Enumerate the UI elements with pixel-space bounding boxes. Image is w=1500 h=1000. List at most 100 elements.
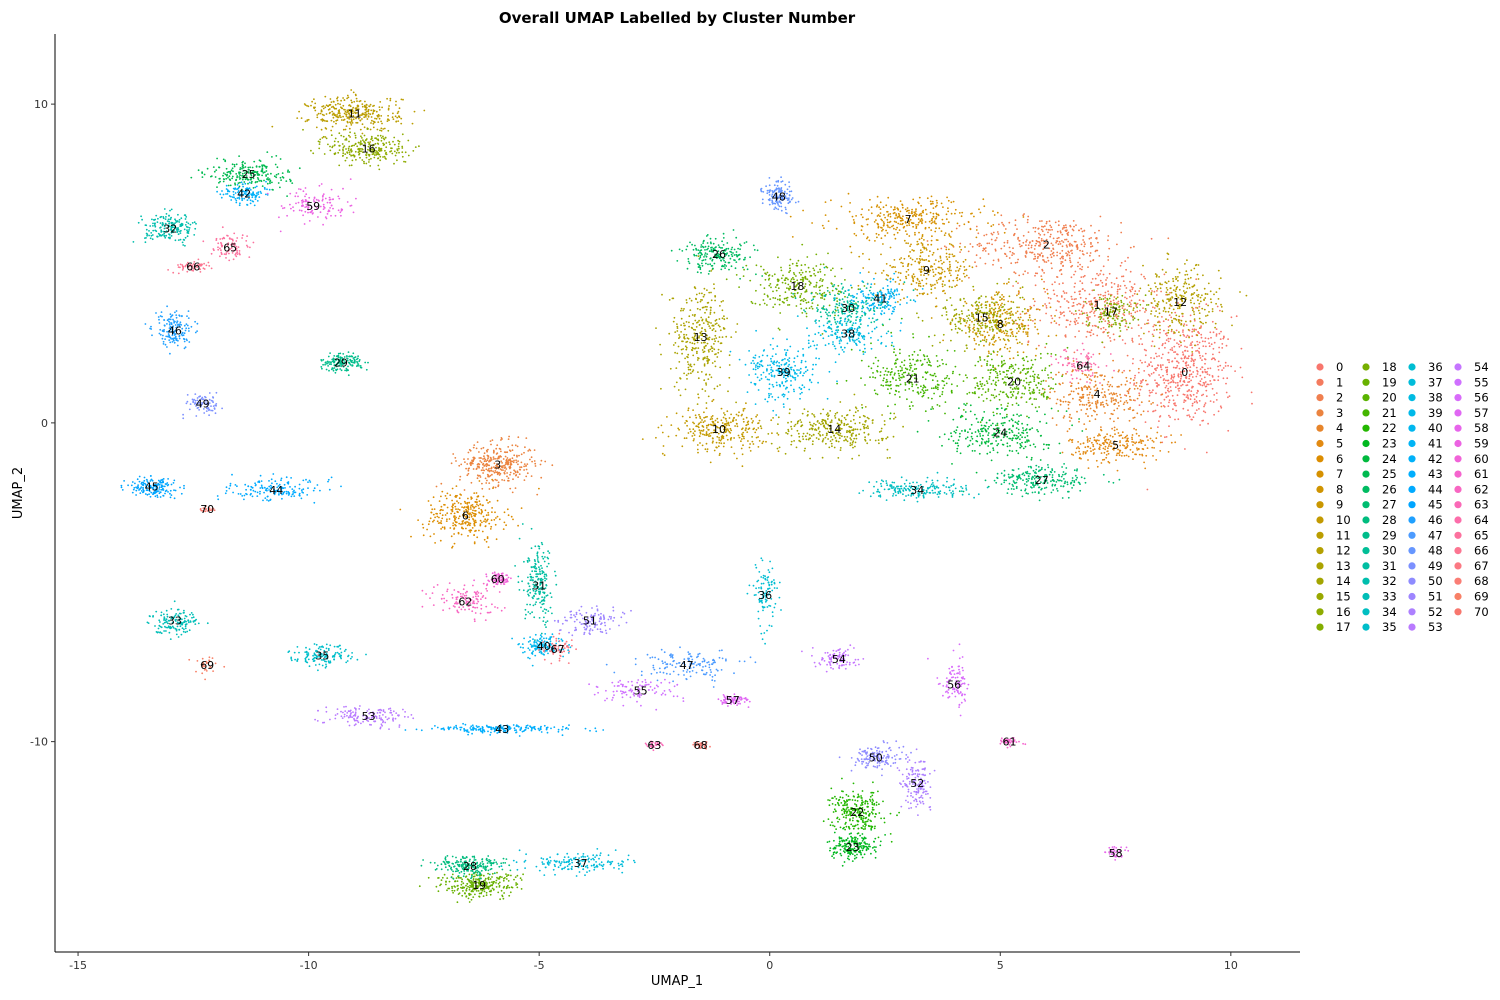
data-point <box>336 114 338 116</box>
data-point <box>337 109 340 112</box>
data-point <box>1180 319 1183 322</box>
data-point <box>1218 351 1221 354</box>
data-point <box>655 436 657 439</box>
data-point <box>1095 371 1098 374</box>
data-point <box>1109 440 1112 442</box>
data-point <box>1191 341 1194 343</box>
data-point <box>1180 375 1183 378</box>
data-point <box>1104 445 1107 448</box>
data-point <box>1073 240 1076 243</box>
data-point <box>1022 351 1025 354</box>
data-point <box>469 522 472 525</box>
data-point <box>675 381 678 384</box>
data-point <box>1212 347 1215 350</box>
data-point <box>698 324 701 326</box>
data-point <box>1046 256 1049 259</box>
data-point <box>1053 254 1055 257</box>
data-point <box>902 425 904 428</box>
data-point <box>1135 428 1137 431</box>
data-point <box>948 267 951 269</box>
data-point <box>941 314 943 317</box>
data-point <box>701 306 704 309</box>
data-point <box>491 511 493 513</box>
data-point <box>850 251 853 254</box>
data-point <box>1129 377 1132 380</box>
data-point <box>903 257 906 260</box>
data-point <box>1186 394 1189 396</box>
data-point <box>975 304 978 307</box>
data-point <box>1184 281 1187 283</box>
data-point <box>1160 405 1163 408</box>
data-point <box>306 104 308 107</box>
data-point <box>440 528 442 530</box>
data-point <box>748 427 751 430</box>
data-point <box>481 530 484 533</box>
data-point <box>975 343 977 345</box>
data-point <box>802 432 805 435</box>
data-point <box>827 220 830 223</box>
data-point <box>966 315 968 317</box>
data-point <box>473 506 476 509</box>
data-point <box>487 514 490 516</box>
data-point <box>977 232 980 235</box>
data-point <box>834 417 837 419</box>
data-point <box>1035 308 1038 311</box>
data-point <box>484 521 487 523</box>
data-point <box>1057 371 1060 374</box>
data-point <box>498 518 501 521</box>
data-point <box>388 119 390 122</box>
data-point <box>906 209 909 212</box>
data-point <box>876 204 879 207</box>
data-point <box>1059 230 1062 233</box>
data-point <box>917 261 920 263</box>
data-point <box>697 347 700 349</box>
data-point <box>1008 308 1011 311</box>
cluster-6-points <box>399 478 540 549</box>
data-point <box>1068 251 1070 254</box>
data-point <box>1158 374 1160 376</box>
data-point <box>1166 289 1169 291</box>
data-point <box>454 505 457 508</box>
data-point <box>1039 220 1041 223</box>
data-point <box>527 450 530 452</box>
data-point <box>715 446 718 449</box>
data-point <box>685 419 688 422</box>
data-point <box>998 291 1000 294</box>
data-point <box>1116 290 1119 293</box>
data-point <box>697 255 700 258</box>
data-point <box>1063 224 1065 227</box>
data-point <box>705 384 708 386</box>
data-point <box>867 433 870 436</box>
data-point <box>790 421 793 423</box>
data-point <box>1190 379 1192 382</box>
data-point <box>770 419 773 422</box>
data-point <box>1087 399 1090 402</box>
data-point <box>1104 291 1107 294</box>
data-point <box>1127 392 1130 395</box>
data-point <box>837 440 840 443</box>
data-point <box>1142 440 1145 442</box>
data-point <box>771 432 773 435</box>
data-point <box>848 210 851 213</box>
data-point <box>916 240 919 243</box>
data-point <box>839 449 842 451</box>
data-point <box>348 118 351 120</box>
data-point <box>989 309 991 312</box>
data-point <box>993 313 996 316</box>
data-point <box>1186 346 1188 349</box>
data-point <box>697 423 700 426</box>
data-point <box>1041 278 1043 281</box>
data-point <box>956 222 959 225</box>
data-point <box>841 415 843 417</box>
data-point <box>927 243 929 246</box>
data-point <box>1068 394 1070 396</box>
data-point <box>1071 298 1073 300</box>
data-point <box>1011 252 1014 254</box>
data-point <box>1023 327 1026 330</box>
data-point <box>958 313 961 316</box>
data-point <box>686 424 688 427</box>
data-point <box>898 283 901 285</box>
data-point <box>742 444 744 447</box>
data-point <box>1196 289 1198 292</box>
data-point <box>696 321 698 324</box>
